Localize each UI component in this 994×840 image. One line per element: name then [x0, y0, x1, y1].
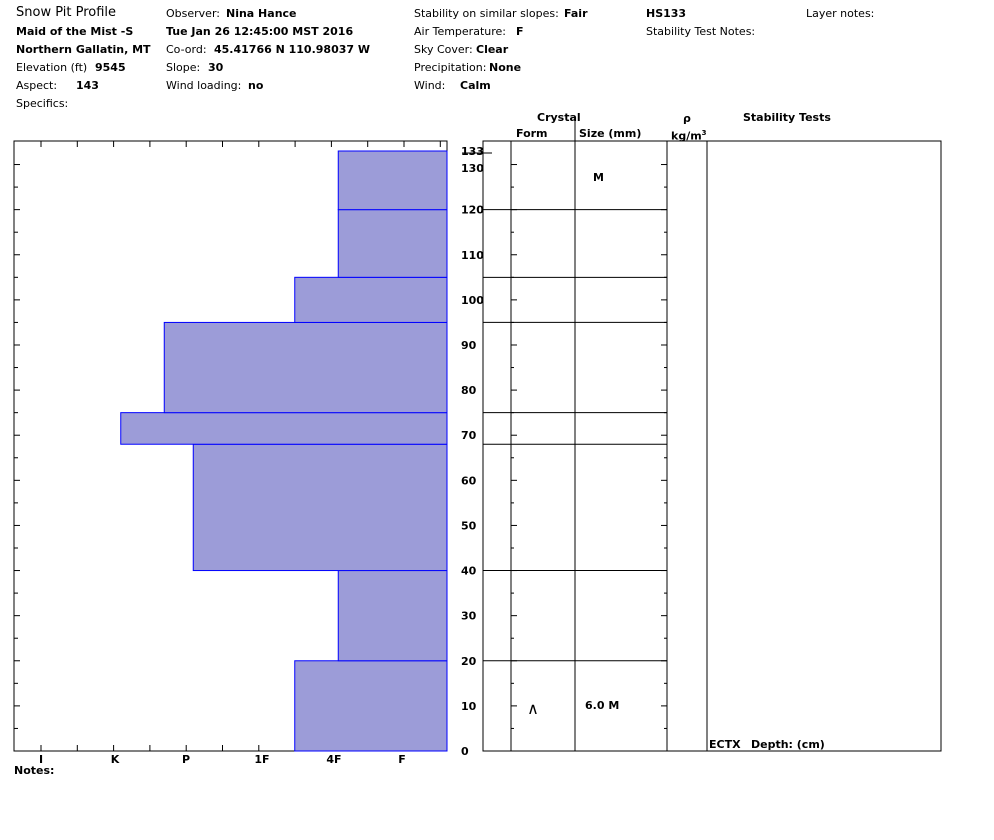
- datetime: Tue Jan 26 12:45:00 MST 2016: [166, 25, 354, 38]
- wind-loading-value: no: [248, 79, 264, 92]
- hardness-layer-bar: [294, 276, 448, 323]
- rho-header: ρ: [683, 112, 691, 125]
- hardness-layer-bar: [120, 412, 448, 445]
- depth-tick-label: 70: [461, 429, 477, 442]
- coord-value: 45.41766 N 110.98037 W: [214, 43, 370, 56]
- depth-tick-label: 10: [461, 700, 477, 713]
- sky-label: Sky Cover:: [414, 43, 473, 56]
- hardness-layer-bar: [337, 209, 448, 278]
- hardness-tick-label: P: [182, 753, 190, 766]
- hardness-layer-bar: [337, 150, 448, 211]
- notes-label: Notes:: [14, 764, 55, 777]
- crystal-size-label: M: [593, 171, 604, 184]
- crystal-header: Crystal: [537, 111, 581, 124]
- air-temp-value: F: [516, 25, 524, 38]
- hardness-layer-bar: [294, 660, 448, 752]
- hardness-layer-bar: [337, 570, 448, 662]
- depth-tick-label: 110: [461, 249, 484, 262]
- profile-title: Snow Pit Profile: [16, 5, 117, 20]
- size-header: Size (mm): [579, 127, 642, 140]
- specifics-label: Specifics:: [16, 97, 69, 110]
- depth-tick-label: 100: [461, 294, 484, 307]
- slope-label: Slope:: [166, 61, 201, 74]
- slope-value: 30: [208, 61, 224, 74]
- stability-label: Stability on similar slopes:: [414, 7, 559, 20]
- depth-tick-label: 133: [461, 145, 484, 158]
- elevation-value: 9545: [95, 61, 126, 74]
- crystal-size-label: 6.0 M: [585, 699, 619, 712]
- location-name: Maid of the Mist -S: [16, 25, 134, 38]
- aspect-value: 143: [76, 79, 99, 92]
- coord-label: Co-ord:: [166, 43, 207, 56]
- depth-tick-label: 20: [461, 655, 477, 668]
- layer-notes-label: Layer notes:: [806, 7, 875, 20]
- stability-value: Fair: [564, 7, 588, 20]
- stability-notes-label: Stability Test Notes:: [646, 25, 756, 38]
- crystal-table: M ∧ 6.0 M: [482, 118, 942, 752]
- density-unit: kg/m: [671, 129, 702, 143]
- observer-label: Observer:: [166, 7, 220, 20]
- ectx-label: ECTX: [709, 738, 741, 751]
- region-name: Northern Gallatin, MT: [16, 43, 151, 56]
- wind-value: Calm: [460, 79, 491, 92]
- precip-value: None: [489, 61, 522, 74]
- hardness-tick-label: K: [111, 753, 120, 766]
- depth-tick-label: 90: [461, 339, 477, 352]
- hardness-layer-bar: [192, 443, 448, 572]
- hardness-layer-bar: [163, 321, 448, 414]
- hardness-tick-label: 1F: [254, 753, 269, 766]
- depth-tick-label: 40: [461, 565, 477, 578]
- snow-height: HS133: [646, 7, 687, 20]
- hardness-tick-label: I: [39, 753, 43, 766]
- hardness-plot: I K P 1F 4F F: [13, 140, 448, 766]
- density-unit-header: kg/m3: [671, 127, 707, 143]
- form-header: Form: [516, 127, 548, 140]
- sky-value: Clear: [476, 43, 509, 56]
- depth-label: Depth: (cm): [751, 738, 825, 751]
- depth-axis: 0 10 20 30 40 50 60 70 80 90 100 110 120 130 133: [461, 145, 492, 758]
- wind-loading-label: Wind loading:: [166, 79, 242, 92]
- elevation-label: Elevation (ft): [16, 61, 88, 74]
- depth-tick-label: 120: [461, 204, 484, 217]
- hardness-tick-label: F: [398, 753, 406, 766]
- crystal-form-symbol: ∧: [527, 699, 539, 718]
- depth-tick-label: 80: [461, 384, 477, 397]
- precip-label: Precipitation:: [414, 61, 487, 74]
- depth-tick-label: 130: [461, 162, 484, 175]
- depth-tick-label: 0: [461, 745, 469, 758]
- observer-value: Nina Hance: [226, 7, 297, 20]
- hardness-tick-label: 4F: [326, 753, 341, 766]
- stability-tests-header: Stability Tests: [743, 111, 831, 124]
- wind-label: Wind:: [414, 79, 446, 92]
- density-exponent: 3: [701, 129, 707, 137]
- depth-tick-label: 30: [461, 610, 477, 623]
- depth-tick-label: 60: [461, 474, 477, 487]
- air-temp-label: Air Temperature:: [414, 25, 506, 38]
- aspect-label: Aspect:: [16, 79, 58, 92]
- table-frame: [482, 140, 942, 752]
- depth-tick-label: 50: [461, 519, 477, 532]
